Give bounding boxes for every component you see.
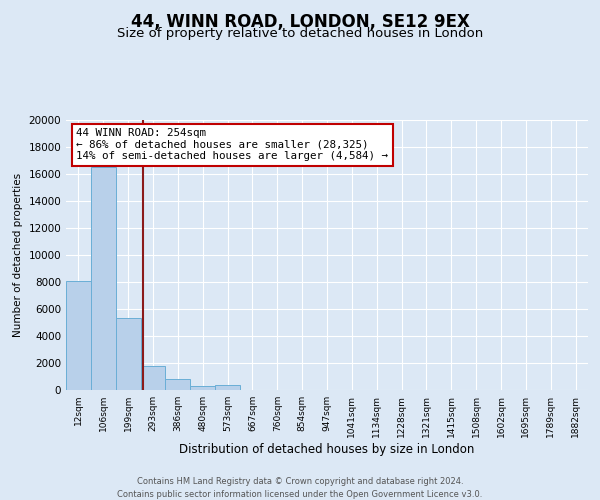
Bar bbox=[116, 318, 140, 390]
Text: 44, WINN ROAD, LONDON, SE12 9EX: 44, WINN ROAD, LONDON, SE12 9EX bbox=[131, 12, 469, 30]
Y-axis label: Number of detached properties: Number of detached properties bbox=[13, 173, 23, 337]
X-axis label: Distribution of detached houses by size in London: Distribution of detached houses by size … bbox=[179, 442, 475, 456]
Text: Contains public sector information licensed under the Open Government Licence v3: Contains public sector information licen… bbox=[118, 490, 482, 499]
Bar bbox=[91, 167, 116, 390]
Text: Contains HM Land Registry data © Crown copyright and database right 2024.: Contains HM Land Registry data © Crown c… bbox=[137, 478, 463, 486]
Text: 44 WINN ROAD: 254sqm
← 86% of detached houses are smaller (28,325)
14% of semi-d: 44 WINN ROAD: 254sqm ← 86% of detached h… bbox=[76, 128, 388, 162]
Bar bbox=[166, 379, 190, 390]
Bar bbox=[190, 386, 215, 390]
Bar bbox=[140, 366, 166, 390]
Bar bbox=[66, 280, 91, 390]
Text: Size of property relative to detached houses in London: Size of property relative to detached ho… bbox=[117, 28, 483, 40]
Bar bbox=[215, 386, 240, 390]
